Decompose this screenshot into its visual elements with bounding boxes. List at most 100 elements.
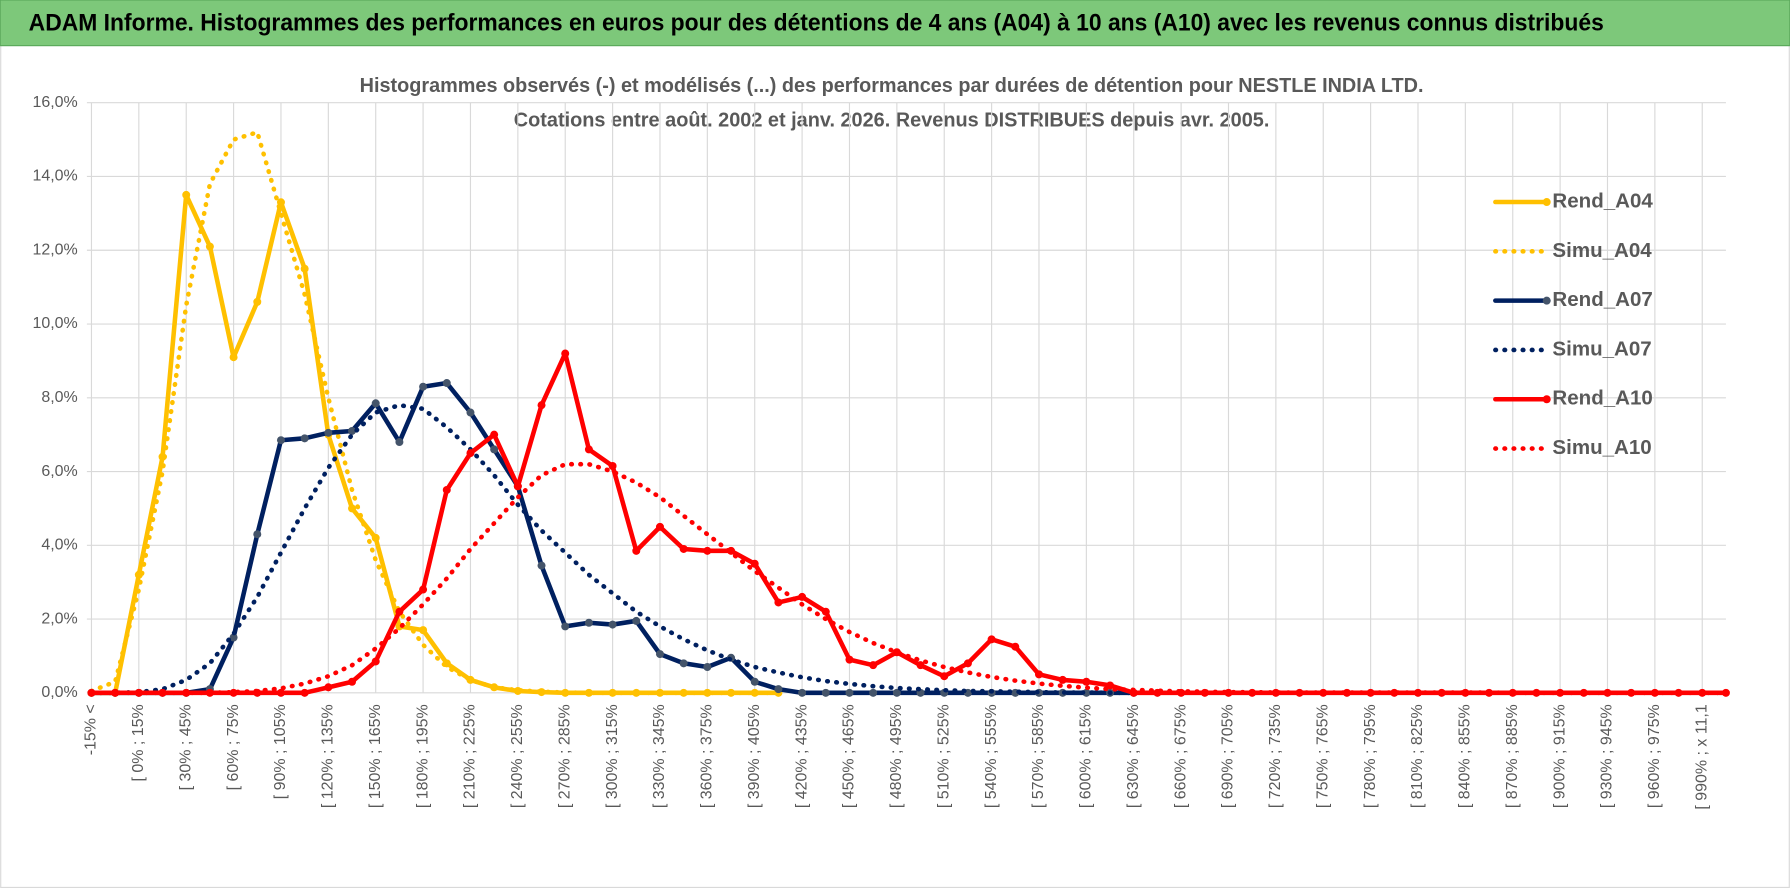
point <box>371 657 380 666</box>
point <box>845 655 854 664</box>
point <box>774 685 783 694</box>
x-tick-label: [ 120% ; 135% <box>320 704 337 808</box>
legend-label: Rend_A07 <box>1552 288 1652 311</box>
model-line <box>89 461 1729 696</box>
point <box>632 546 641 555</box>
point <box>703 546 712 555</box>
point <box>182 190 191 199</box>
point <box>655 522 664 531</box>
model-line <box>89 130 781 696</box>
point <box>300 264 309 273</box>
point <box>276 436 285 445</box>
point <box>679 544 688 553</box>
x-tick-label: [ 330% ; 345% <box>651 704 668 808</box>
chart-title: Histogrammes observés (-) et modélisés (… <box>360 74 1424 97</box>
x-tick-label: [ 270% ; 285% <box>556 704 573 808</box>
point <box>821 688 830 697</box>
point <box>513 482 522 491</box>
legend-label: Simu_A10 <box>1552 436 1651 459</box>
y-tick-label: 0,0% <box>41 684 77 701</box>
x-tick-label: [ 780% ; 795% <box>1362 704 1379 808</box>
x-tick-label: -15% < <box>83 704 100 755</box>
y-tick-label: 12,0% <box>32 241 77 258</box>
point <box>561 622 570 631</box>
x-tick-label: [ 720% ; 735% <box>1267 704 1284 808</box>
x-tick-label: [ 810% ; 825% <box>1409 704 1426 808</box>
point <box>348 504 357 513</box>
legend-label: Rend_A10 <box>1552 387 1652 410</box>
point <box>442 379 451 388</box>
point <box>537 401 546 410</box>
point <box>608 620 617 629</box>
x-tick-label: [ 210% ; 225% <box>462 704 479 808</box>
point <box>892 688 901 697</box>
point <box>774 598 783 607</box>
header-band <box>0 0 1790 47</box>
point <box>821 607 830 616</box>
point <box>561 349 570 358</box>
point <box>940 672 949 681</box>
point <box>679 659 688 668</box>
y-tick-label: 6,0% <box>41 463 77 480</box>
legend-marker <box>1542 296 1551 305</box>
x-tick-label: [ 870% ; 885% <box>1504 704 1521 808</box>
point <box>655 650 664 659</box>
point <box>1721 688 1730 697</box>
point <box>276 688 285 697</box>
y-tick-label: 8,0% <box>41 389 77 406</box>
point <box>987 635 996 644</box>
legend-marker <box>1542 395 1551 404</box>
point <box>1508 688 1517 697</box>
x-tick-label: [ 750% ; 765% <box>1314 704 1331 808</box>
point <box>750 559 759 568</box>
x-tick-label: [ 450% ; 465% <box>841 704 858 808</box>
point <box>419 382 428 391</box>
point <box>632 616 641 625</box>
point <box>111 688 120 697</box>
point <box>845 688 854 697</box>
point <box>703 663 712 672</box>
x-tick-label: [ 360% ; 375% <box>699 704 716 808</box>
point <box>395 438 404 447</box>
y-tick-label: 10,0% <box>32 315 77 332</box>
point <box>490 430 499 439</box>
y-tick-label: 4,0% <box>41 537 77 554</box>
point <box>1034 670 1043 679</box>
x-tick-label: [ 300% ; 315% <box>604 704 621 808</box>
x-tick-label: [ 840% ; 855% <box>1457 704 1474 808</box>
point <box>1082 677 1091 686</box>
chart-subtitle: Cotations entre août. 2002 et janv. 2026… <box>514 108 1270 131</box>
x-tick-label: [ 150% ; 165% <box>367 704 384 808</box>
point <box>348 677 357 686</box>
legend-marker <box>1542 198 1551 207</box>
x-tick-label: [ 60% ; 75% <box>225 704 242 790</box>
x-tick-label: [ 30% ; 45% <box>177 704 194 790</box>
point <box>750 677 759 686</box>
x-tick-label: [ 990% ; x 11,1 <box>1693 704 1710 809</box>
x-tick-label: [ 420% ; 435% <box>793 704 810 808</box>
point <box>300 434 309 443</box>
y-tick-label: 2,0% <box>41 610 77 627</box>
point <box>371 533 380 542</box>
x-tick-label: [ 480% ; 495% <box>888 704 905 808</box>
x-tick-label: [ 930% ; 945% <box>1599 704 1616 808</box>
x-tick-label: [ 960% ; 975% <box>1646 704 1663 808</box>
point <box>253 530 262 539</box>
point <box>798 688 807 697</box>
point <box>584 688 593 697</box>
point <box>584 445 593 454</box>
point <box>229 633 238 642</box>
point <box>869 661 878 670</box>
point <box>205 242 214 251</box>
point <box>419 585 428 594</box>
point <box>584 618 593 627</box>
x-tick-label: [ 180% ; 195% <box>414 704 431 808</box>
point <box>1627 688 1636 697</box>
point <box>442 485 451 494</box>
point <box>371 399 380 408</box>
point <box>395 607 404 616</box>
x-tick-label: [ 600% ; 615% <box>1078 704 1095 808</box>
x-tick-label: [ 510% ; 525% <box>935 704 952 808</box>
